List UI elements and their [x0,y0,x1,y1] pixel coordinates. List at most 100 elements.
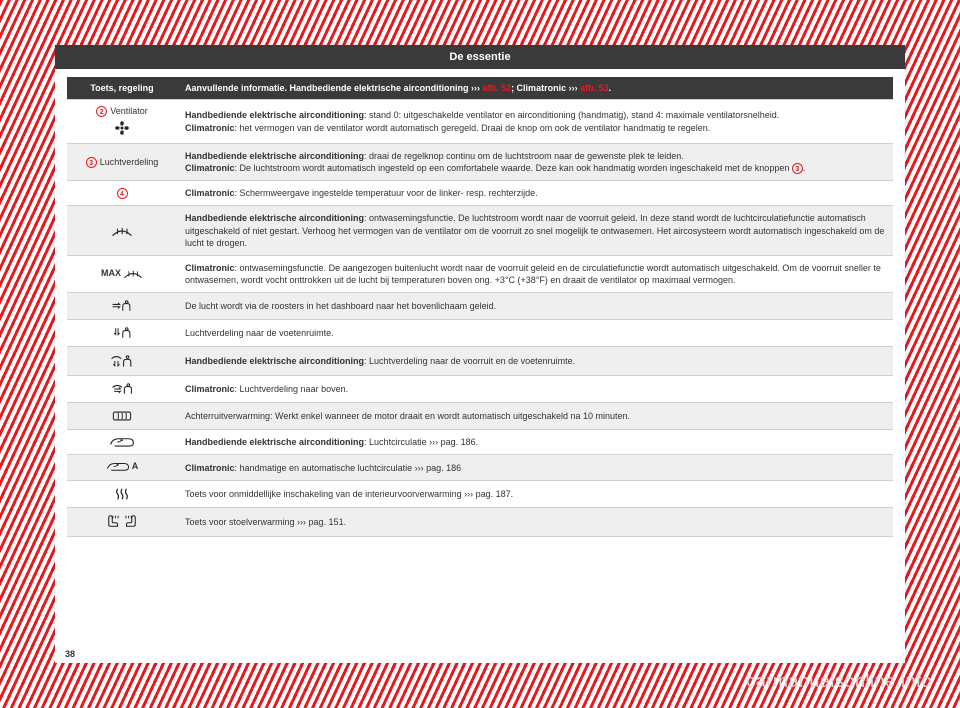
row-icon-cell [67,320,177,347]
table-row: 2 Ventilator Handbediende elektrische ai… [67,100,893,144]
recirc-auto-label: A [132,462,139,471]
row-icon-cell [67,293,177,320]
row-icon-cell [67,403,177,430]
row-desc-cell: Luchtverdeling naar de voetenruimte. [177,320,893,347]
max-label: MAX [101,269,121,278]
table-header-col0: Toets, regeling [67,77,177,100]
row-icon-label: Ventilator [110,107,148,116]
row-text: Achterruitverwarming: Werkt enkel wannee… [185,411,630,421]
row-text: : Luchtverdeling naar de voorruit en de … [364,356,575,366]
table-row: A Climatronic: handmatige en automatisch… [67,455,893,481]
row-icon-cell [67,347,177,376]
row-icon-label: Luchtverdeling [100,158,159,167]
marker-2-icon: 2 [96,106,107,117]
table-header-col1: Aanvullende informatie. Handbediende ele… [177,77,893,100]
row-bold: Handbediende elektrische airconditioning [185,437,364,447]
table-row: 3 Luchtverdeling Handbediende elektrisch… [67,144,893,181]
fan-icon [113,119,131,137]
seat-heating-right-icon [123,514,137,528]
row-bold: Handbediende elektrische airconditioning [185,213,364,223]
row-bold: Climatronic [185,123,235,133]
row-desc-cell: Handbediende elektrische airconditioning… [177,100,893,144]
recirculation-icon [109,436,135,448]
row-bold: Climatronic [185,263,235,273]
row-text: : Schermweergave ingestelde temperatuur … [235,188,538,198]
row-desc-cell: Climatronic: handmatige en automatische … [177,455,893,481]
page-number: 38 [65,649,75,659]
air-upward-icon [111,382,133,396]
row-text: De lucht wordt via de roosters in het da… [185,301,496,311]
row-icon-cell [67,206,177,255]
row-text: : Luchtverdeling naar boven. [235,384,349,394]
header-ref: afb. 53 [580,83,609,93]
watermark: carmanualsonline.info [746,671,932,692]
row-icon-cell [67,376,177,403]
row-icon-cell: A [67,455,177,481]
row-text: : handmatige en automatische luchtcircul… [235,463,462,473]
header-text: ; Climatronic ››› [511,83,580,93]
row-desc-cell: Handbediende elektrische airconditioning… [177,430,893,455]
row-text: : ontwasemingsfunctie. De aangezogen bui… [185,263,881,285]
header-ref: afb. 52 [483,83,512,93]
instant-heat-icon [114,487,130,501]
row-desc-cell: De lucht wordt via de roosters in het da… [177,293,893,320]
table-row: MAX Climatronic: ontwasemingsfunctie. De… [67,255,893,292]
table-row: Toets voor stoelverwarming ››› pag. 151. [67,508,893,537]
row-icon-cell: 3 Luchtverdeling [67,144,177,181]
rear-defrost-icon [111,409,133,423]
recirculation-icon [106,461,130,472]
row-text: Toets voor onmiddellijke inschakeling va… [185,489,513,499]
row-text: : het vermogen van de ventilator wordt a… [235,123,711,133]
row-text: . [803,163,806,173]
marker-3-icon: 3 [792,163,803,174]
defrost-front-icon [123,267,143,280]
row-bold: Handbediende elektrische airconditioning [185,110,364,120]
row-bold: Climatronic [185,463,235,473]
row-desc-cell: Achterruitverwarming: Werkt enkel wannee… [177,403,893,430]
row-bold: Handbediende elektrische airconditioning [185,356,364,366]
table-row: Luchtverdeling naar de voetenruimte. [67,320,893,347]
row-icon-cell: 4 [67,181,177,206]
row-icon-cell [67,481,177,508]
row-text: Luchtverdeling naar de voetenruimte. [185,328,334,338]
row-text: : stand 0: uitgeschakelde ventilator en … [364,110,779,120]
row-bold: Climatronic [185,163,235,173]
row-desc-cell: Toets voor stoelverwarming ››› pag. 151. [177,508,893,537]
row-bold: Climatronic [185,188,235,198]
air-upper-body-icon [111,299,133,313]
header-text: . [609,83,612,93]
defrost-front-icon [111,224,133,238]
table-row: Handbediende elektrische airconditioning… [67,347,893,376]
row-icon-cell: MAX [67,255,177,292]
table-row: Handbediende elektrische airconditioning… [67,430,893,455]
row-desc-cell: Climatronic: Luchtverdeling naar boven. [177,376,893,403]
section-title: De essentie [55,45,905,69]
row-desc-cell: Climatronic: Schermweergave ingestelde t… [177,181,893,206]
marker-4-icon: 4 [117,188,128,199]
row-text: : De luchtstroom wordt automatisch inges… [235,163,792,173]
table-row: Climatronic: Luchtverdeling naar boven. [67,376,893,403]
page-background: De essentie Toets, regeling Aanvullende … [0,0,960,708]
row-desc-cell: Climatronic: ontwasemingsfunctie. De aan… [177,255,893,292]
row-icon-cell [67,430,177,455]
row-icon-cell [67,508,177,537]
row-icon-cell: 2 Ventilator [67,100,177,144]
row-text: Toets voor stoelverwarming ››› pag. 151. [185,517,346,527]
row-bold: Climatronic [185,384,235,394]
row-desc-cell: Toets voor onmiddellijke inschakeling va… [177,481,893,508]
row-desc-cell: Handbediende elektrische airconditioning… [177,144,893,181]
table-row: Toets voor onmiddellijke inschakeling va… [67,481,893,508]
header-text: Aanvullende informatie. Handbediende ele… [185,83,483,93]
document-sheet: De essentie Toets, regeling Aanvullende … [55,45,905,663]
table-row: De lucht wordt via de roosters in het da… [67,293,893,320]
row-text: : draai de regelknop continu om de lucht… [364,151,684,161]
row-desc-cell: Handbediende elektrische airconditioning… [177,347,893,376]
air-footwell-icon [111,326,133,340]
table-row: Handbediende elektrische airconditioning… [67,206,893,255]
table-row: 4 Climatronic: Schermweergave ingestelde… [67,181,893,206]
air-windscreen-footwell-icon [110,353,134,369]
marker-3-icon: 3 [86,157,97,168]
row-bold: Handbediende elektrische airconditioning [185,151,364,161]
row-text: : Luchtcirculatie ››› pag. 186. [364,437,478,447]
seat-heating-left-icon [107,514,121,528]
